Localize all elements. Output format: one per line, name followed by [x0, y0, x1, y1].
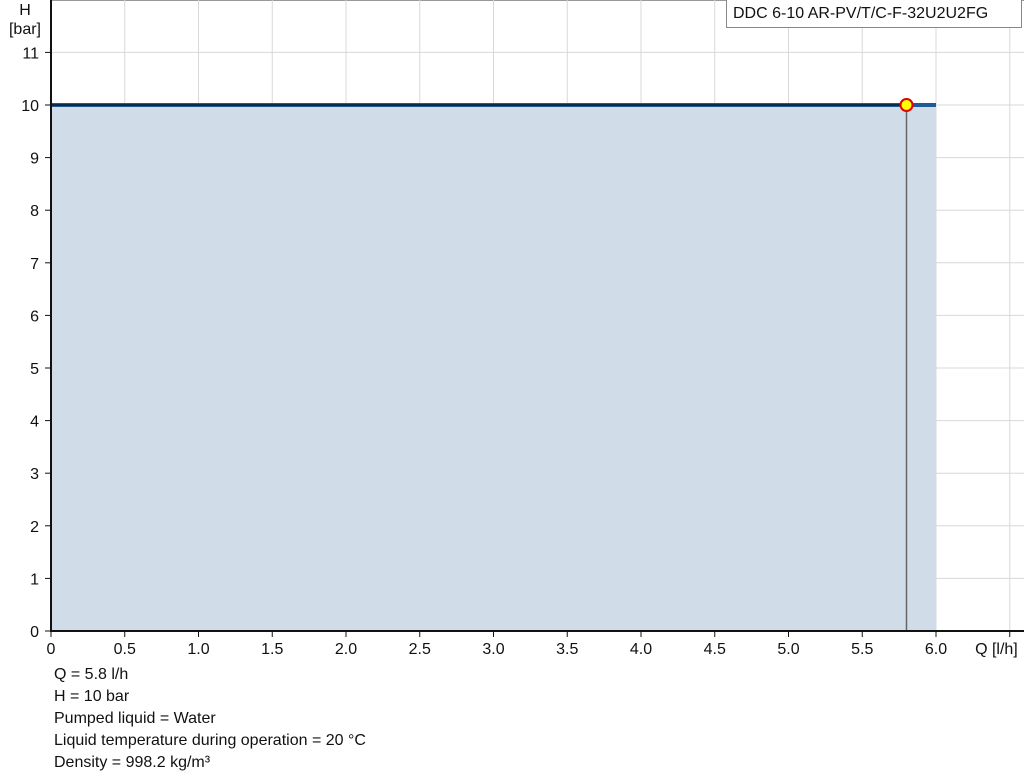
y-tick-label: 1 [30, 571, 39, 588]
x-tick-label: 5.0 [777, 641, 799, 658]
legend-series-name: DDC 6-10 AR-PV/T/C-F-32U2U2FG [726, 0, 1022, 28]
x-tick-label: 5.5 [851, 641, 873, 658]
duty-point [899, 98, 914, 112]
x-tick-label: 0 [47, 641, 56, 658]
operating-info: Q = 5.8 l/h H = 10 bar Pumped liquid = W… [54, 664, 366, 774]
info-flow: Q = 5.8 l/h [54, 666, 129, 683]
x-tick-label: 0.5 [114, 641, 136, 658]
x-tick-label: 2.0 [335, 641, 357, 658]
y-tick-label: 2 [30, 519, 39, 536]
x-tick-label: 3.5 [556, 641, 578, 658]
y-tick-label: 7 [30, 256, 39, 273]
x-tick-label: 1.0 [187, 641, 209, 658]
y-tick-label: 11 [22, 45, 39, 62]
y-tick-label: 3 [30, 466, 39, 483]
y-axis-label: H [19, 2, 31, 19]
y-tick-label: 9 [30, 151, 39, 168]
x-tick-label: 3.0 [482, 641, 504, 658]
y-tick-label: 5 [30, 361, 39, 378]
info-head: H = 10 bar [54, 688, 130, 705]
y-tick-label: 6 [30, 308, 39, 325]
x-tick-label: 4.0 [630, 641, 652, 658]
x-tick-label: 6.0 [925, 641, 947, 658]
x-tick-label: 1.5 [261, 641, 283, 658]
x-axis-label: Q [l/h] [975, 641, 1018, 658]
info-temperature: Liquid temperature during operation = 20… [54, 732, 366, 749]
y-axis-unit: [bar] [9, 21, 41, 38]
y-tick-label: 10 [21, 98, 39, 115]
x-tick-label: 4.5 [704, 641, 726, 658]
y-tick-label: 8 [30, 203, 39, 220]
y-tick-label: 0 [30, 624, 39, 641]
info-density: Density = 998.2 kg/m³ [54, 754, 211, 771]
info-liquid: Pumped liquid = Water [54, 710, 216, 727]
y-tick-label: 4 [30, 414, 39, 431]
x-tick-label: 2.5 [409, 641, 431, 658]
curve-area [51, 105, 936, 631]
